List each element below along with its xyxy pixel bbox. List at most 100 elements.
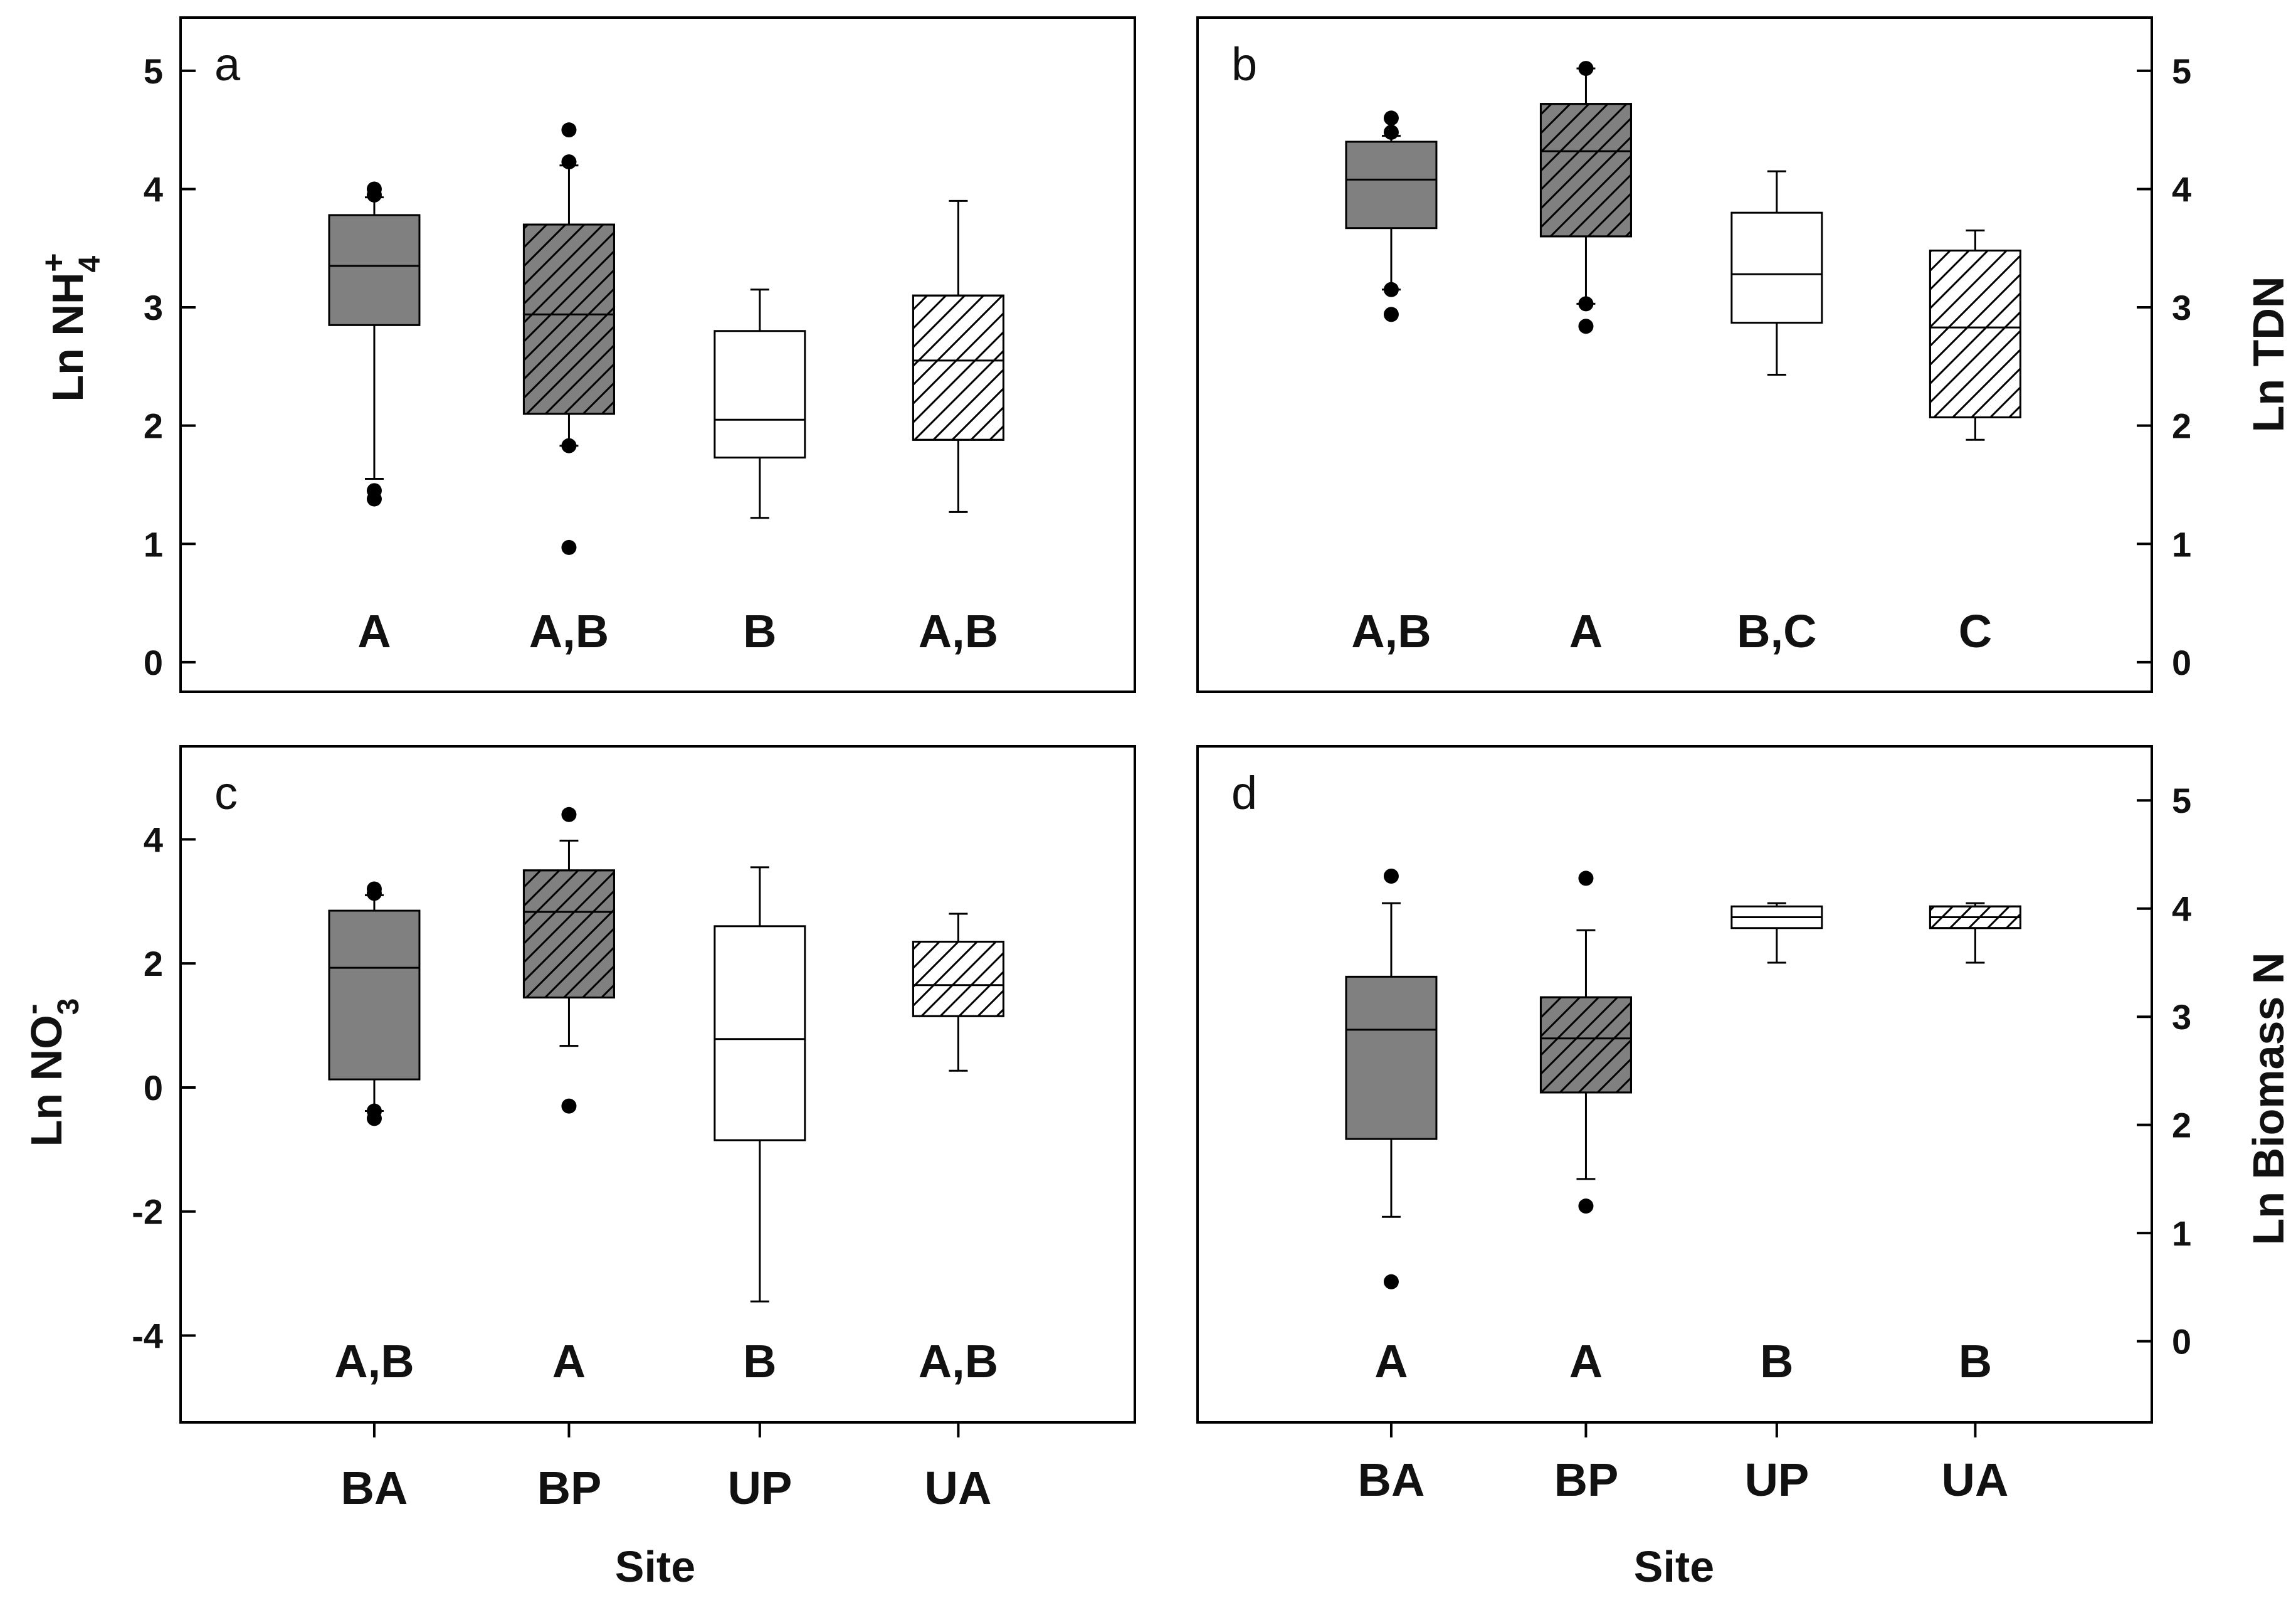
box-hatch	[912, 294, 1004, 441]
group-letter: C	[1959, 605, 1992, 657]
group-letter: B	[743, 605, 776, 657]
outlier-point	[1578, 61, 1594, 77]
panel-c-category-label: BA	[341, 1462, 408, 1514]
outlier-point	[1383, 307, 1399, 322]
outlier-point	[561, 1098, 577, 1114]
outlier-point	[1578, 296, 1594, 312]
panel-b-plot: 0 1 2 3 4 5 A,B A B,C C	[1345, 51, 2191, 682]
group-letter: A	[357, 605, 391, 657]
y-tick-label: 0	[2172, 1322, 2191, 1362]
group-letter: B	[743, 1335, 776, 1387]
outlier-point	[561, 154, 577, 170]
group-letter: A,B	[919, 605, 998, 657]
outlier-point	[561, 438, 577, 453]
panel-c-plot: -4 -2 0 2 4 A,B A B A,B	[132, 807, 1004, 1437]
outlier-point	[561, 539, 577, 555]
panel-d-category-label: BP	[1554, 1454, 1619, 1506]
group-letter: A	[1569, 1335, 1603, 1387]
y-tick-label: 4	[2172, 169, 2191, 209]
panel-a-ylabel: Ln NH4+	[36, 253, 107, 401]
outlier-point	[366, 491, 382, 507]
outlier-point	[1578, 870, 1594, 886]
y-tick-label: 1	[2172, 524, 2191, 564]
group-letter: A,B	[529, 605, 609, 657]
panel-b-ylabel: Ln TDN	[2244, 277, 2293, 433]
panel-d-category-label: BA	[1358, 1454, 1425, 1506]
box-body	[1345, 975, 1438, 1140]
outlier-point	[366, 886, 382, 901]
y-tick-label: 5	[144, 51, 163, 91]
panel-d-xlabel: Site	[1634, 1542, 1714, 1591]
y-tick-label: 3	[2172, 997, 2191, 1037]
panel-d-ylabel: Ln Biomass N	[2244, 953, 2293, 1246]
y-tick-label: 2	[2172, 1106, 2191, 1145]
outlier-point	[366, 1111, 382, 1126]
y-tick-label: 1	[2172, 1214, 2191, 1253]
group-letter: B	[1760, 1335, 1793, 1387]
group-letter: A,B	[334, 1335, 414, 1387]
box-hatch	[1929, 250, 2021, 418]
y-tick-label: 2	[144, 944, 163, 983]
panel-d-frame	[1196, 745, 2153, 1424]
panel-a-plot: 0 1 2 3 4 5 A A,B B A,B	[144, 51, 1004, 682]
panel-c-category-label: UP	[728, 1462, 793, 1514]
group-letter: B	[1959, 1335, 1992, 1387]
panel-c-ylabel: Ln NO3-	[14, 998, 85, 1147]
y-tick-label: 5	[2172, 781, 2191, 820]
y-tick-label: 0	[144, 643, 163, 682]
box-body	[714, 925, 806, 1141]
panel-d-letter: d	[1231, 767, 1257, 819]
box-body	[1730, 211, 1823, 324]
outlier-point	[1383, 1274, 1399, 1289]
group-letter: A	[1569, 605, 1603, 657]
group-letter: A	[1374, 1335, 1408, 1387]
y-tick-label: 5	[2172, 51, 2191, 91]
panel-d-plot: 0 1 2 3 4 5 A A B B	[1345, 781, 2191, 1437]
outlier-point	[366, 187, 382, 203]
box-hatch	[1539, 996, 1632, 1094]
box-body	[714, 330, 806, 459]
panel-b-frame	[1196, 16, 2153, 693]
panel-c-category-label: UA	[925, 1462, 992, 1514]
panel-c-xlabel: Site	[615, 1542, 695, 1591]
y-tick-label: 2	[2172, 406, 2191, 446]
y-tick-label: 1	[144, 524, 163, 564]
box-body	[328, 214, 421, 326]
group-letter: A	[552, 1335, 586, 1387]
outlier-point	[1578, 319, 1594, 334]
y-tick-label: 4	[2172, 889, 2191, 929]
box-body	[1345, 140, 1438, 230]
box-hatch	[522, 223, 615, 415]
y-tick-label: 4	[144, 169, 163, 209]
outlier-point	[1383, 110, 1399, 126]
outlier-point	[1383, 868, 1399, 884]
outlier-point	[561, 122, 577, 138]
outlier-point	[1383, 282, 1399, 297]
panel-a-letter: a	[214, 38, 241, 90]
box-hatch	[912, 941, 1004, 1017]
panel-d-category-label: UP	[1745, 1454, 1809, 1506]
y-tick-label: -4	[132, 1316, 163, 1356]
box-hatch	[522, 869, 615, 999]
y-tick-label: 0	[2172, 643, 2191, 682]
outlier-point	[561, 807, 577, 822]
panel-c-letter: c	[214, 767, 238, 819]
panel-d-category-label: UA	[1942, 1454, 2009, 1506]
panel-a-frame	[179, 16, 1136, 693]
group-letter: A,B	[1351, 605, 1431, 657]
panel-c-category-label: BP	[537, 1462, 602, 1514]
box-body	[328, 909, 421, 1081]
y-tick-label: -2	[132, 1192, 163, 1232]
y-tick-label: 4	[144, 820, 163, 859]
outlier-point	[1578, 1198, 1594, 1214]
y-tick-label: 2	[144, 406, 163, 446]
outlier-point	[1383, 124, 1399, 140]
group-letter: A,B	[919, 1335, 998, 1387]
group-letter: B,C	[1737, 605, 1816, 657]
y-tick-label: 0	[144, 1068, 163, 1108]
panel-b-letter: b	[1231, 38, 1257, 90]
y-tick-label: 3	[144, 288, 163, 327]
box-hatch	[1539, 103, 1632, 238]
panel-c-frame	[179, 745, 1136, 1424]
